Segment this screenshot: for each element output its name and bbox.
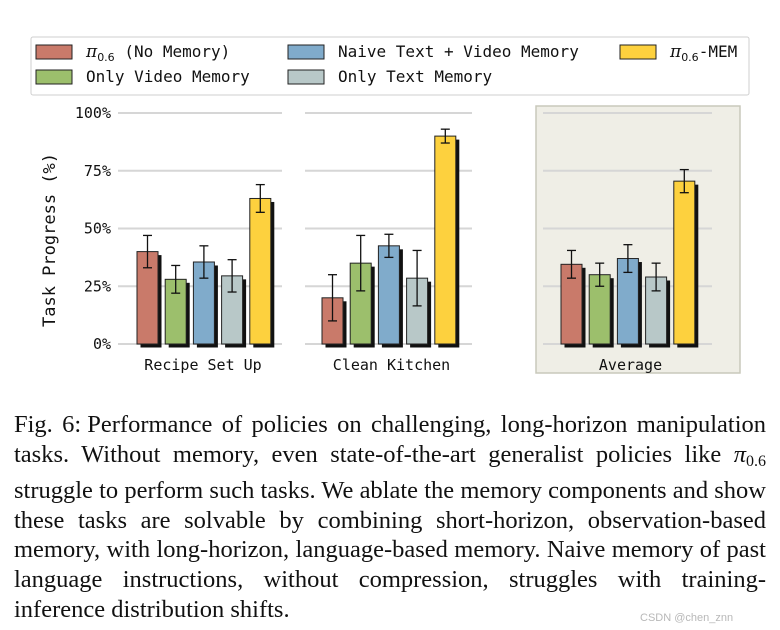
y-axis-label: Task Progress (%): [40, 153, 60, 327]
caption-text-part2: struggle to perform such tasks. We ablat…: [14, 477, 766, 623]
x-category-label: Recipe Set Up: [144, 356, 261, 374]
legend-pi-sub: 0.6: [97, 51, 115, 64]
y-tick-label: 50%: [84, 220, 111, 238]
legend-label: Naive Text + Video Memory: [338, 42, 579, 61]
legend-pi: π: [669, 42, 682, 62]
caption-pi-symbol: π: [733, 440, 746, 468]
chart-panels: 0% 25% 50% 75% 100% Recipe Set Up Clean Kitche…: [75, 104, 741, 374]
watermark: CSDN @chen_znn: [640, 612, 734, 624]
legend-swatch: [35, 44, 73, 60]
y-tick-label: 0%: [93, 335, 111, 353]
y-tick-label: 75%: [84, 162, 111, 180]
legend-label: -MEM: [699, 42, 738, 61]
y-tick-label: 100%: [75, 104, 111, 122]
legend-entry: π0.6-MEM: [669, 42, 737, 64]
legend-entry: Naive Text + Video Memory: [338, 42, 579, 61]
x-category-label: Average: [599, 356, 662, 374]
x-category-label: Clean Kitchen: [333, 356, 450, 374]
caption-text-part1: Performance of policies on challenging, …: [14, 411, 766, 468]
legend-pi: π: [85, 42, 98, 62]
bar: [434, 135, 457, 345]
caption-pi-subscript: 0.6: [746, 452, 766, 470]
legend-label: Only Text Memory: [338, 67, 492, 86]
bar: [673, 180, 696, 345]
legend-entry: π0.6 (No Memory): [85, 42, 230, 64]
bar: [377, 245, 400, 345]
legend-entry: Only Video Memory: [86, 67, 250, 86]
legend-entry: Only Text Memory: [338, 67, 492, 86]
legend-frame: [30, 36, 750, 96]
legend-swatch: [35, 69, 73, 85]
legend-swatch: [287, 44, 325, 60]
figure-caption: Fig. 6: Performance of policies on challe…: [14, 410, 766, 624]
legend-label: (No Memory): [115, 42, 231, 61]
y-tick-label: 25%: [84, 277, 111, 295]
legend: π0.6 (No Memory) Naive Text + Video Memor…: [30, 36, 750, 96]
legend-swatch: [619, 44, 657, 60]
bar: [249, 197, 272, 345]
legend-label: Only Video Memory: [86, 67, 250, 86]
figure-label: Fig. 6:: [14, 411, 82, 438]
legend-swatch: [287, 69, 325, 85]
bar-chart: π0.6 (No Memory) Naive Text + Video Memor…: [30, 36, 750, 374]
legend-pi-sub: 0.6: [681, 51, 699, 64]
